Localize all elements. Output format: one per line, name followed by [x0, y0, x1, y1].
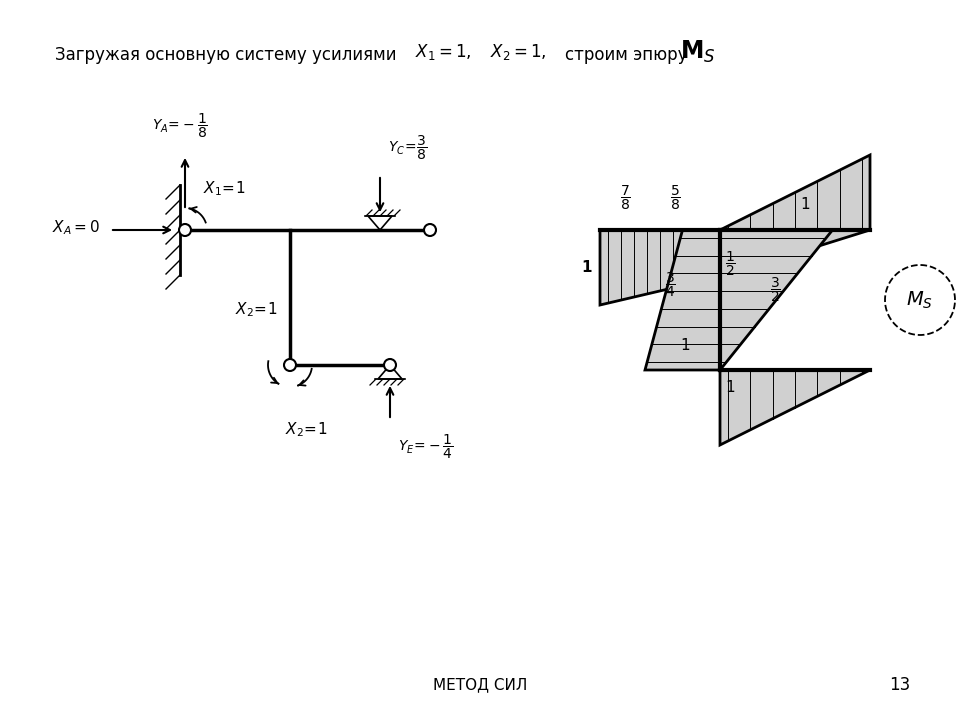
Text: $X_1 = 1,$: $X_1 = 1,$: [415, 42, 471, 62]
Circle shape: [384, 359, 396, 371]
Text: $\dfrac{1}{2}$: $\dfrac{1}{2}$: [725, 250, 735, 279]
Text: 1: 1: [681, 338, 690, 353]
Text: $\dfrac{7}{8}$: $\dfrac{7}{8}$: [619, 184, 631, 212]
Circle shape: [424, 224, 436, 236]
Text: МЕТОД СИЛ: МЕТОД СИЛ: [433, 678, 527, 693]
Polygon shape: [600, 230, 720, 305]
Text: $X_2\!=\!1$: $X_2\!=\!1$: [285, 420, 327, 439]
Text: 1: 1: [725, 380, 734, 395]
Text: Загружая основную систему усилиями: Загружая основную систему усилиями: [55, 46, 396, 64]
Circle shape: [179, 224, 191, 236]
Text: $X_1\!=\!1$: $X_1\!=\!1$: [203, 179, 246, 198]
Polygon shape: [720, 370, 870, 445]
Text: $\dfrac{3}{2}$: $\dfrac{3}{2}$: [770, 276, 780, 304]
Circle shape: [284, 359, 296, 371]
Polygon shape: [720, 155, 870, 277]
Polygon shape: [645, 230, 720, 370]
Text: 1: 1: [582, 260, 592, 275]
Text: $\dfrac{3}{4}$: $\dfrac{3}{4}$: [664, 271, 676, 300]
Text: $Y_A\!=\!-\dfrac{1}{8}$: $Y_A\!=\!-\dfrac{1}{8}$: [152, 112, 208, 140]
Text: 1: 1: [801, 197, 810, 212]
Text: 13: 13: [889, 676, 910, 694]
Text: $M_S$: $M_S$: [906, 289, 933, 310]
Polygon shape: [720, 230, 832, 370]
Text: $Y_C\!=\!\dfrac{3}{8}$: $Y_C\!=\!\dfrac{3}{8}$: [388, 134, 427, 162]
Text: строим эпюру: строим эпюру: [565, 46, 687, 64]
Text: $X_2\!=\!1$: $X_2\!=\!1$: [235, 301, 277, 320]
Text: $\mathbf{M}_S$: $\mathbf{M}_S$: [680, 39, 716, 65]
Text: $X_2 = 1,$: $X_2 = 1,$: [490, 42, 547, 62]
Text: $Y_E\!=\!-\dfrac{1}{4}$: $Y_E\!=\!-\dfrac{1}{4}$: [398, 433, 453, 462]
Text: $X_A=0$: $X_A=0$: [52, 219, 100, 238]
Text: $\dfrac{5}{8}$: $\dfrac{5}{8}$: [669, 184, 681, 212]
